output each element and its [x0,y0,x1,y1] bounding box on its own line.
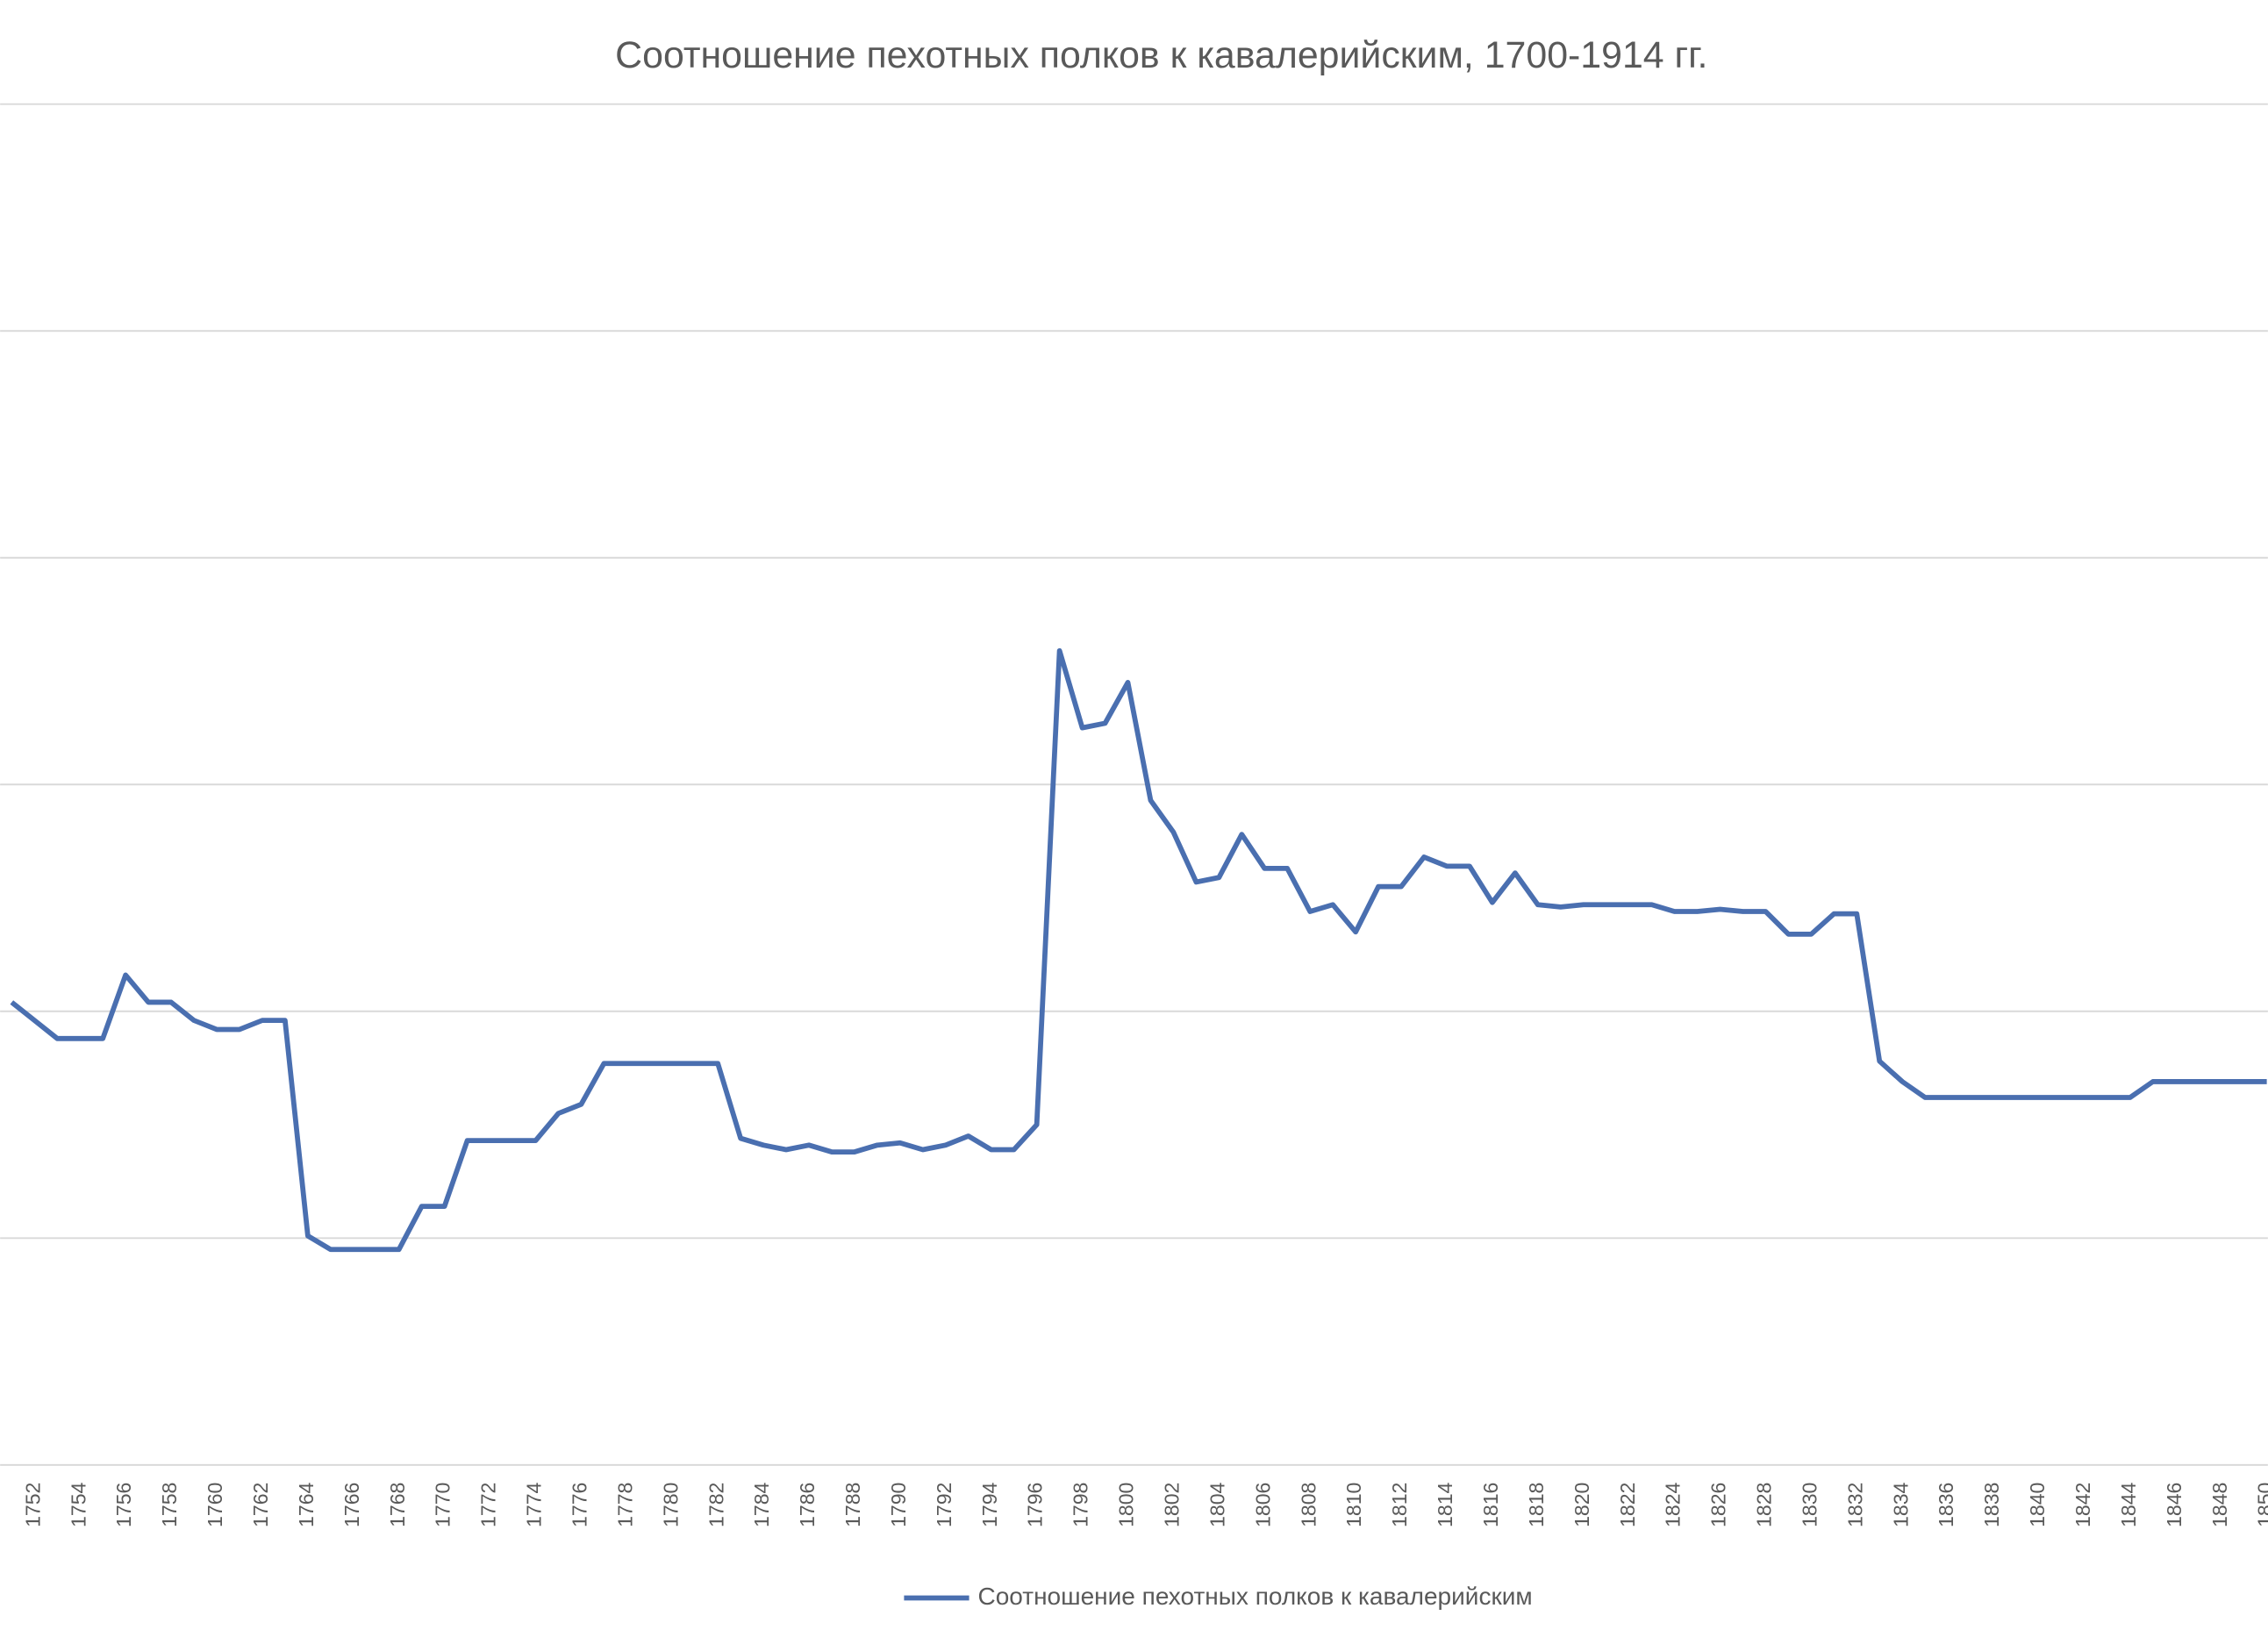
x-tick-label: 1754 [67,1482,89,1526]
x-tick-label: 1780 [659,1483,682,1527]
x-tick-label: 1786 [796,1483,819,1527]
x-tick-label: 1784 [750,1482,773,1526]
x-tick-label: 1808 [1297,1483,1320,1527]
x-tick-label: 1758 [158,1483,181,1527]
x-tick-label: 1802 [1161,1483,1184,1527]
x-tick-label: 1778 [613,1483,636,1527]
x-tick-label: 1848 [2208,1483,2231,1527]
x-tick-label: 1826 [1707,1483,1730,1527]
x-tick-label: 1764 [295,1482,318,1526]
x-tick-label: 1836 [1935,1483,1957,1527]
x-tick-label: 1814 [1434,1482,1456,1526]
x-tick-label: 1756 [112,1483,135,1527]
x-tick-label: 1772 [477,1483,500,1527]
x-tick-label: 1752 [21,1483,44,1527]
x-tick-label: 1774 [523,1482,546,1526]
x-tick-label: 1832 [1843,1483,1866,1527]
x-tick-label: 1788 [841,1483,864,1527]
x-tick-label: 1824 [1662,1482,1685,1526]
x-tick-label: 1806 [1251,1483,1274,1527]
x-tick-label: 1838 [1980,1483,2003,1527]
x-tick-label: 1796 [1024,1483,1047,1527]
x-tick-label: 1850 [2254,1483,2268,1527]
data-line [10,647,2267,1253]
x-tick-label: 1776 [568,1483,590,1527]
x-tick-label: 1800 [1115,1483,1138,1527]
x-tick-label: 1828 [1753,1483,1776,1527]
x-tick-label: 1762 [249,1483,272,1527]
x-tick-label: 1768 [386,1483,409,1527]
x-tick-label: 1792 [933,1483,955,1527]
x-tick-label: 1812 [1388,1483,1411,1527]
x-tick-label: 1770 [432,1483,454,1527]
x-tick-label: 1794 [978,1482,1001,1526]
x-tick-label: 1820 [1570,1483,1593,1527]
legend-label: Соотношение пехотных полков к кавалерийс… [977,1583,1532,1610]
x-tick-label: 1844 [2117,1482,2140,1526]
x-tick-label: 1822 [1616,1483,1639,1527]
x-tick-label: 1816 [1479,1483,1502,1527]
x-tick-label: 1830 [1798,1483,1821,1527]
x-tick-label: 1818 [1525,1483,1548,1527]
x-tick-label: 1846 [2163,1483,2186,1527]
x-tick-label: 1760 [204,1483,226,1527]
x-tick-label: 1804 [1206,1482,1228,1526]
x-tick-label: 1840 [2026,1483,2049,1527]
x-tick-label: 1834 [1889,1482,1912,1526]
x-tick-label: 1842 [2071,1483,2094,1527]
x-tick-label: 1798 [1070,1483,1092,1527]
x-tick-label: 1790 [887,1483,910,1527]
x-tick-label: 1810 [1342,1483,1365,1527]
chart-title: Соотношение пехотных полков к кавалерийс… [615,34,1707,76]
x-tick-label: 1766 [340,1483,363,1527]
x-tick-label: 1782 [705,1483,727,1527]
